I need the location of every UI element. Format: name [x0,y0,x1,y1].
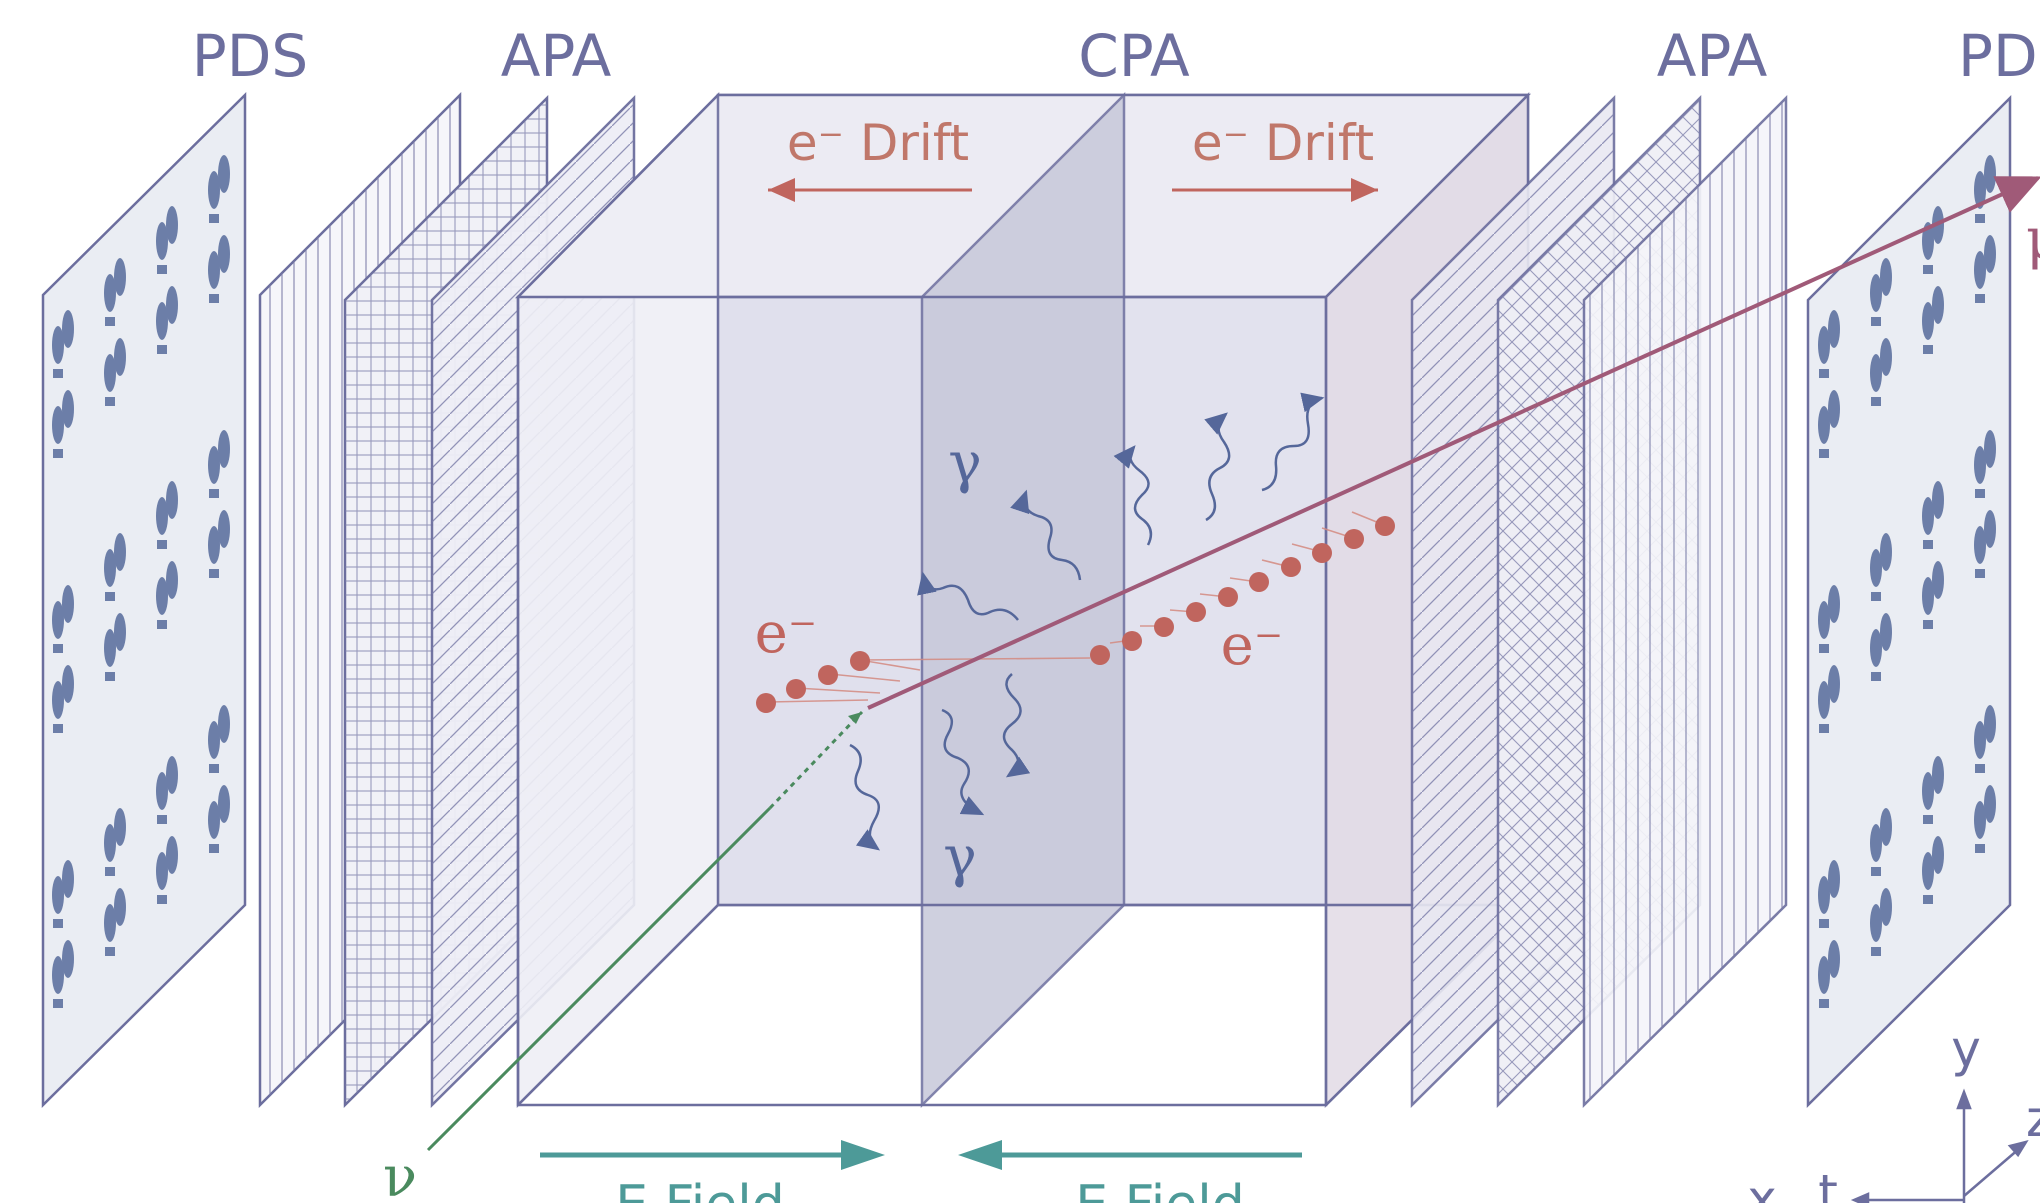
electron-right-label: e⁻ [1221,613,1284,678]
pds-left-panel [41,92,247,1108]
axis-z-label: z [2026,1090,2040,1148]
efield-arrow-right [958,1140,1302,1170]
muon-track [867,176,2040,710]
efield-left-label: E Field [615,1175,784,1203]
electron-dots [756,516,1395,713]
axes-indicator [1850,1088,2029,1203]
photon-wiggles [849,392,1325,851]
pds-right-label: PDS [1958,22,2040,90]
apa-right-planes [1410,94,1788,1108]
gamma-bottom-label: γ [943,825,976,890]
gamma-top-label: γ [948,431,981,496]
efield-arrow-left [540,1140,885,1170]
efield-right-label: E Field [1075,1175,1244,1203]
apa-right-label: APA [1657,22,1768,90]
electron-left-label: e⁻ [755,601,818,666]
pds-left-label: PDS [192,22,308,90]
neutrino-line [426,710,864,1152]
cpa-label: CPA [1078,22,1190,90]
axis-x-label: x [1747,1170,1777,1203]
apa-left-label: APA [501,22,612,90]
drift-left-label: e⁻ Drift [787,114,969,172]
pds-right-panel [1806,94,2012,1108]
tpc-volume [515,91,1532,1109]
neutrino-label: ν [383,1145,417,1203]
drift-right-label: e⁻ Drift [1192,114,1374,172]
muon-label: μ [2026,207,2040,272]
axis-t-label: t [1818,1164,1838,1203]
axis-y-label: y [1951,1020,1981,1078]
